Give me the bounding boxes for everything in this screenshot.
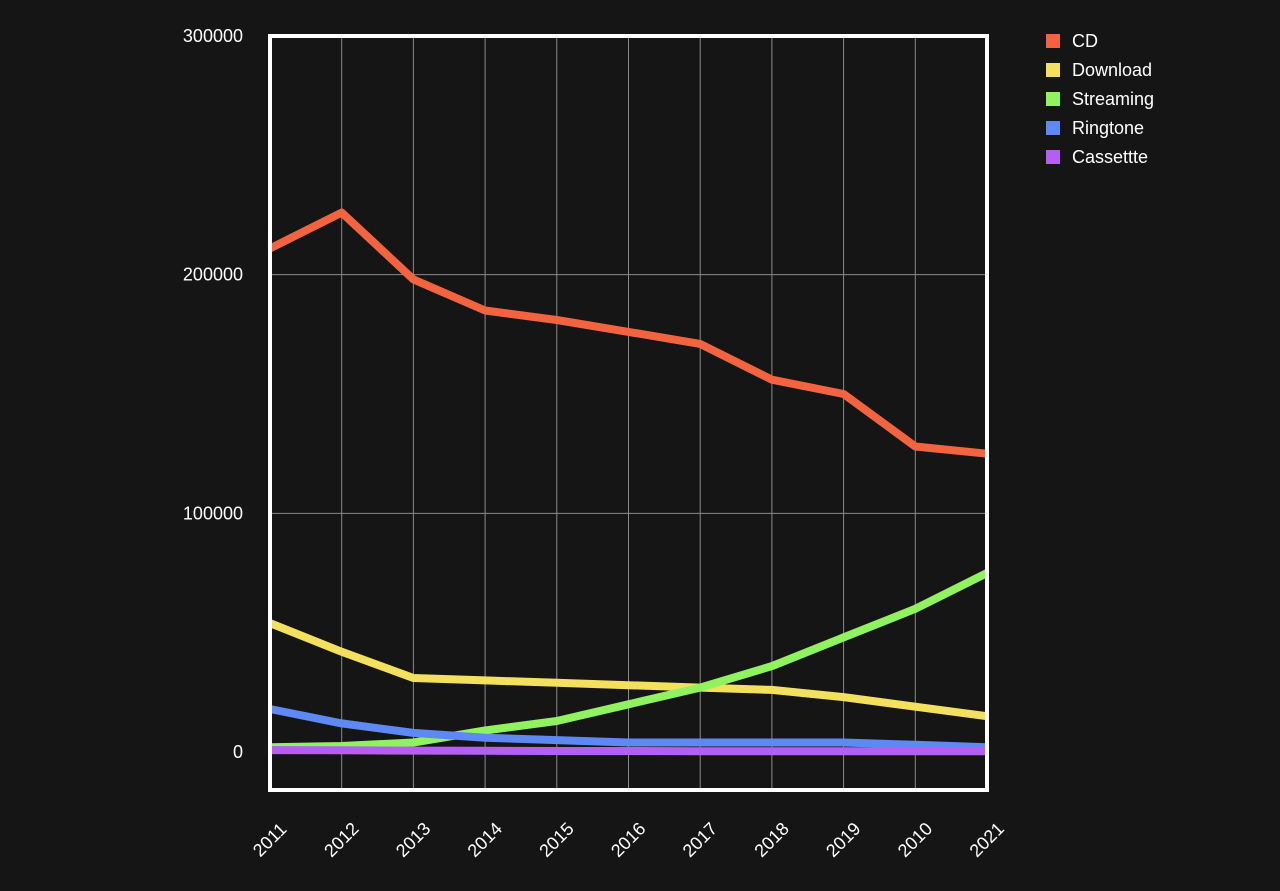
- y-tick-label: 300000: [183, 26, 243, 46]
- legend-swatch-cd: [1046, 34, 1060, 48]
- x-tick-label: 2013: [392, 819, 434, 861]
- legend-swatch-streaming: [1046, 92, 1060, 106]
- legend-swatch-ringtone: [1046, 121, 1060, 135]
- x-tick-label: 2021: [966, 819, 1008, 861]
- series-line-ringtone: [269, 705, 988, 752]
- legend-label-streaming: Streaming: [1072, 89, 1154, 109]
- plot-border: [268, 34, 989, 792]
- x-tick-label: 2019: [822, 819, 864, 861]
- y-tick-label: 200000: [183, 265, 243, 285]
- x-tick-label: 2017: [679, 819, 721, 861]
- x-tick-label: 2012: [320, 819, 362, 861]
- x-tick-label: 2018: [750, 819, 792, 861]
- series-line-download: [268, 619, 988, 721]
- legend-swatch-cassettte: [1046, 150, 1060, 164]
- x-tick-label: 2014: [464, 819, 506, 861]
- x-tick-label: 2015: [535, 819, 577, 861]
- series-line-cassettte: [269, 746, 987, 756]
- x-tick-label: 2011: [249, 819, 291, 861]
- x-tick-label: 2016: [607, 819, 649, 861]
- legend-label-download: Download: [1072, 60, 1152, 80]
- x-tick-label: 2010: [894, 819, 936, 861]
- series-line-streaming: [269, 569, 989, 752]
- series-line-cd: [268, 208, 988, 458]
- y-tick-label: 100000: [183, 503, 243, 523]
- legend-label-cassettte: Cassettte: [1072, 147, 1148, 167]
- legend-label-cd: CD: [1072, 31, 1098, 51]
- legend-swatch-download: [1046, 63, 1060, 77]
- legend-label-ringtone: Ringtone: [1072, 118, 1144, 138]
- y-tick-label: 0: [233, 742, 243, 762]
